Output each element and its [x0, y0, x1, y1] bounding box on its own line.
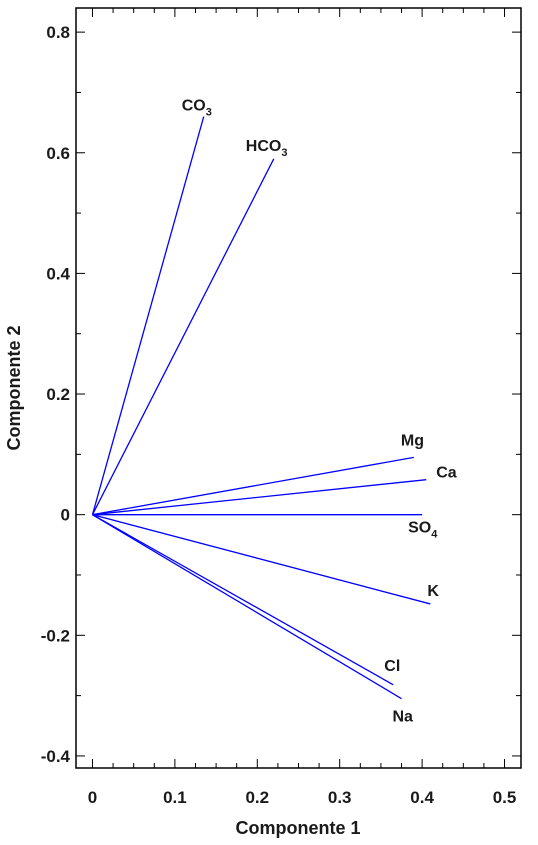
vector-line-hco3	[91, 158, 275, 515]
vector-label-co3: CO3	[182, 98, 212, 119]
loading-vectors	[91, 116, 431, 700]
y-tick-labels: -0.4 -0.2 0 0.2 0.4 0.6 0.8	[41, 23, 71, 766]
x-tick-label: 0.4	[410, 788, 434, 807]
vector-line-na	[92, 514, 402, 700]
x-tick-label: 0	[88, 788, 97, 807]
vector-line-mg	[92, 456, 414, 516]
x-tick-label: 0.3	[328, 788, 352, 807]
vector-line-co3	[91, 116, 205, 515]
y-tick-label: 0	[61, 506, 70, 525]
vector-labels: CO3 HCO3 Mg Ca SO4 K Cl Na	[182, 98, 457, 726]
y-axis-title: Componente 2	[4, 325, 24, 450]
vector-label-k: K	[427, 583, 439, 600]
x-tick-labels: 0 0.1 0.2 0.3 0.4 0.5	[88, 788, 517, 807]
vector-line-k	[92, 514, 431, 605]
vector-label-mg: Mg	[401, 432, 424, 449]
y-tick-label: -0.4	[41, 747, 71, 766]
axis-ticks	[76, 8, 521, 768]
vector-label-na: Na	[393, 709, 414, 726]
y-tick-label: 0.2	[46, 385, 70, 404]
vector-label-ca: Ca	[436, 465, 457, 482]
x-tick-label: 0.2	[245, 788, 269, 807]
y-tick-label: 0.4	[46, 264, 70, 283]
vector-line-cl	[92, 514, 394, 686]
y-tick-label: -0.2	[41, 626, 70, 645]
vector-label-hco3: HCO3	[246, 138, 288, 159]
x-tick-label: 0.5	[493, 788, 517, 807]
vector-label-so4: SO4	[408, 520, 438, 541]
x-axis-title: Componente 1	[235, 818, 360, 838]
y-tick-label: 0.8	[46, 23, 70, 42]
x-tick-label: 0.1	[163, 788, 187, 807]
y-tick-label: 0.6	[46, 144, 70, 163]
plot-frame	[75, 7, 522, 769]
vector-label-cl: Cl	[384, 658, 400, 675]
vector-line-ca	[92, 479, 427, 516]
